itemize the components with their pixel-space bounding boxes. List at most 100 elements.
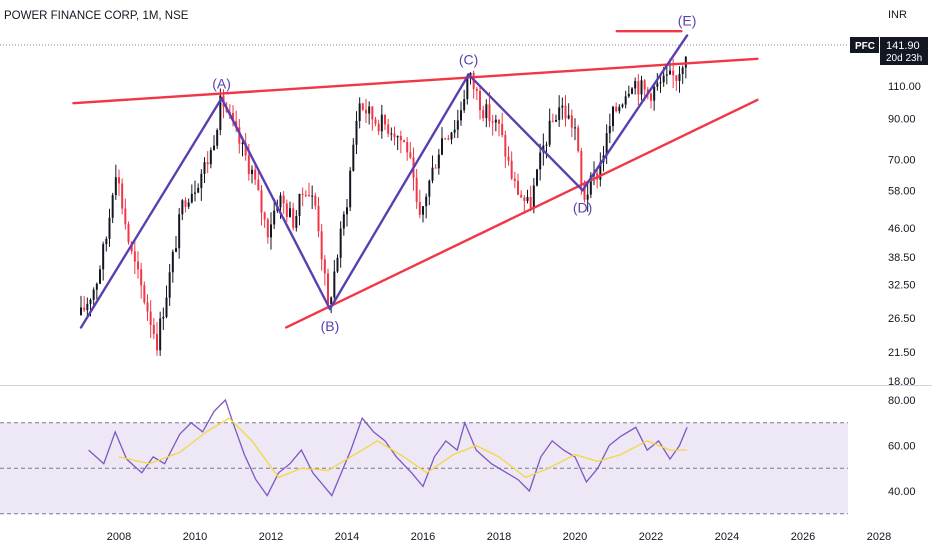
candle-body: [295, 215, 298, 228]
time-tick-label: 2008: [107, 531, 131, 543]
candle-body: [380, 114, 383, 132]
time-tick-label: 2020: [563, 531, 587, 543]
candle-body: [634, 81, 637, 89]
price-tick-label: 38.50: [888, 252, 916, 264]
price-tick-label: 90.00: [888, 114, 916, 126]
candle-body: [152, 324, 155, 334]
time-tick-label: 2012: [259, 531, 283, 543]
candle-body: [517, 181, 519, 195]
candle-body: [181, 200, 184, 215]
candle-body: [118, 177, 120, 184]
candle-body: [415, 177, 418, 202]
candle-body: [361, 103, 364, 110]
price-badge-bg: [880, 37, 928, 65]
candle-body: [577, 127, 580, 151]
trendline: [285, 98, 759, 329]
candle-body: [615, 106, 618, 112]
candle-body: [114, 177, 117, 196]
candle-body: [523, 197, 526, 201]
candle-body: [282, 195, 285, 204]
candle-body: [371, 106, 374, 120]
currency-label: INR: [888, 9, 907, 21]
candle-body: [656, 83, 659, 87]
candle-body: [285, 203, 288, 218]
candle-body: [203, 162, 206, 174]
candle-body: [257, 179, 260, 191]
candle-body: [137, 261, 139, 270]
wave-lines: [79, 34, 689, 329]
candle-body: [479, 90, 481, 111]
candle-body: [358, 103, 361, 121]
candle-body: [510, 160, 513, 179]
candle-body: [529, 197, 532, 209]
wave-segment: [467, 73, 584, 192]
candle-body: [336, 257, 339, 272]
candle-body: [422, 206, 424, 215]
last-price: 141.90: [886, 40, 920, 52]
wave-labels: (A) (B) (C) (D) (E): [212, 12, 696, 334]
candle-body: [206, 162, 209, 165]
symbol-badge-bg: [850, 37, 879, 53]
candle-body: [314, 195, 317, 206]
candle-body: [431, 167, 434, 181]
candle-body: [650, 93, 652, 101]
candle-body: [171, 251, 174, 273]
candle-body: [653, 86, 656, 101]
candle-body: [507, 156, 510, 161]
candle-body: [156, 333, 158, 351]
candle-body: [662, 75, 665, 83]
wave-segment: [581, 34, 689, 192]
wave-segment: [328, 73, 470, 311]
candle-body: [437, 154, 440, 169]
candle-body: [393, 133, 396, 138]
candle-body: [92, 289, 95, 300]
candle-body: [532, 185, 535, 209]
candle-body: [390, 133, 393, 135]
price-tick-label: 21.50: [888, 347, 916, 359]
candle-body: [244, 142, 247, 156]
candle-body: [672, 70, 675, 76]
candle-body: [494, 119, 497, 123]
time-tick-label: 2010: [183, 531, 207, 543]
candle-body: [453, 129, 456, 133]
wave-label: (B): [321, 318, 340, 334]
candle-body: [678, 73, 681, 81]
candle-body: [555, 120, 557, 122]
candle-body: [339, 228, 342, 258]
chart-title: POWER FINANCE CORP, 1M, NSE: [4, 10, 189, 22]
candle-body: [513, 178, 516, 182]
candle-body: [127, 224, 130, 243]
candle-body: [304, 194, 307, 196]
candle-body: [441, 138, 443, 155]
candle-body: [618, 106, 621, 112]
candle-body: [377, 123, 380, 132]
candle-body: [463, 99, 466, 111]
candle-body: [640, 80, 643, 95]
candle-body: [89, 299, 92, 304]
candle-body: [498, 119, 500, 124]
candle-body: [298, 193, 301, 216]
trendlines: [72, 29, 759, 329]
candle-body: [536, 169, 538, 186]
candle-body: [86, 303, 89, 311]
candle-body: [399, 135, 402, 141]
candle-body: [346, 207, 348, 215]
candle-body: [194, 192, 196, 194]
candle-body: [586, 194, 589, 200]
candle-body: [111, 195, 114, 218]
candle-body: [251, 169, 253, 175]
candle-body: [539, 152, 542, 170]
candle-body: [551, 120, 554, 122]
rsi-tick-label: 80.00: [888, 395, 916, 407]
candle-body: [159, 318, 162, 351]
candle-body: [311, 195, 314, 197]
candle-body: [643, 80, 646, 90]
candle-body: [504, 135, 507, 157]
candle-body: [216, 130, 219, 146]
candle-body: [317, 205, 320, 232]
time-axis: 2008 2010 2012 2014 2016 2018 2020 2022 2024 2026…: [107, 531, 891, 543]
time-tick-label: 2014: [335, 531, 359, 543]
candle-body: [409, 152, 412, 158]
candle-body: [665, 74, 668, 76]
wave-label: (C): [459, 52, 478, 68]
